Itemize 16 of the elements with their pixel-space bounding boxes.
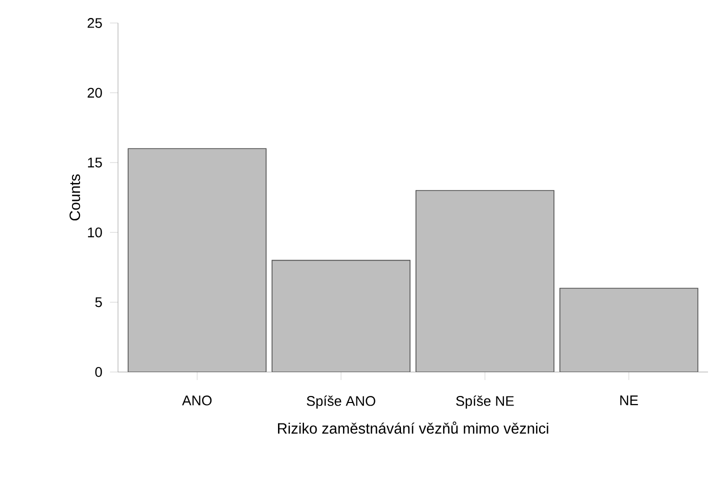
x-tick-label: Spíše NE	[456, 396, 514, 409]
bar	[416, 190, 554, 372]
x-tick-label: Spíše ANO	[306, 396, 376, 409]
bar	[559, 288, 698, 372]
y-tick-label: 25	[88, 18, 102, 28]
x-axis-title: Riziko zaměstnávání vězňů mimo věznici	[278, 422, 548, 434]
y-tick-label: 15	[88, 158, 102, 168]
bar	[272, 260, 410, 372]
y-tick-label: 0	[95, 367, 102, 377]
x-tick-label: NE	[620, 396, 638, 406]
x-tick-label: ANO	[182, 396, 212, 406]
y-tick-label: 5	[95, 297, 102, 308]
y-tick-label: 10	[88, 227, 102, 238]
bar	[128, 148, 267, 372]
y-axis-title: Counts	[70, 174, 80, 220]
y-tick-label: 20	[88, 88, 102, 98]
